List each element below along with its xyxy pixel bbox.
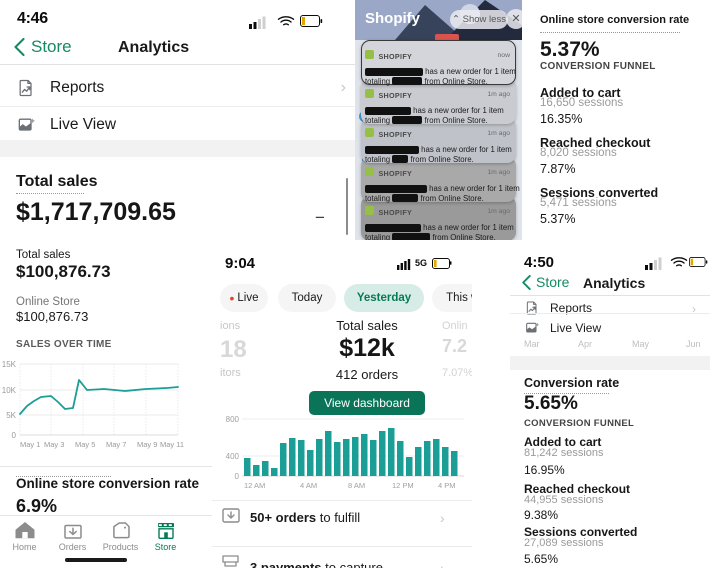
- svg-text:12 PM: 12 PM: [392, 481, 414, 490]
- svg-text:4 AM: 4 AM: [300, 481, 317, 490]
- svg-text:May 7: May 7: [106, 440, 126, 449]
- svg-text:15K: 15K: [2, 360, 17, 369]
- svg-text:May 1: May 1: [20, 440, 40, 449]
- svg-text:12 AM: 12 AM: [244, 481, 265, 490]
- svg-text:May 3: May 3: [44, 440, 64, 449]
- svg-text:May 9: May 9: [137, 440, 157, 449]
- svg-text:May 11: May 11: [160, 440, 184, 449]
- svg-text:8 AM: 8 AM: [348, 481, 365, 490]
- svg-text:800: 800: [226, 415, 240, 424]
- svg-text:4 PM: 4 PM: [438, 481, 456, 490]
- svg-text:10K: 10K: [2, 386, 17, 395]
- svg-text:0: 0: [12, 431, 17, 440]
- svg-text:400: 400: [226, 452, 240, 461]
- svg-text:0: 0: [235, 472, 240, 481]
- svg-text:5K: 5K: [6, 411, 16, 420]
- svg-text:May 5: May 5: [75, 440, 95, 449]
